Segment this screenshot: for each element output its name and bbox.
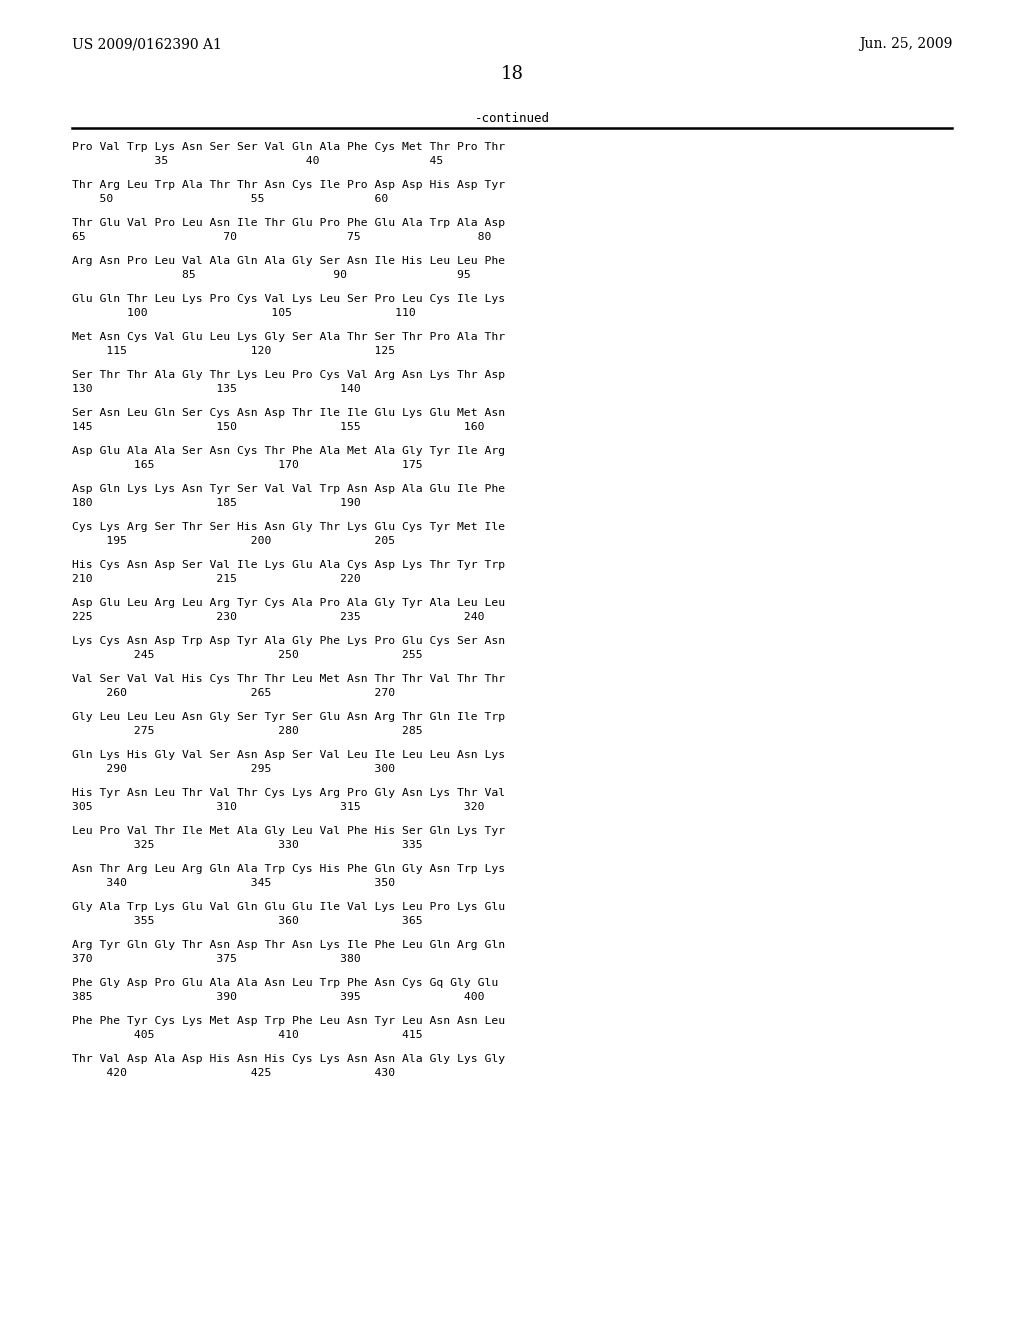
Text: 405                  410               415: 405 410 415 (72, 1030, 423, 1040)
Text: Jun. 25, 2009: Jun. 25, 2009 (859, 37, 952, 51)
Text: US 2009/0162390 A1: US 2009/0162390 A1 (72, 37, 222, 51)
Text: Asn Thr Arg Leu Arg Gln Ala Trp Cys His Phe Gln Gly Asn Trp Lys: Asn Thr Arg Leu Arg Gln Ala Trp Cys His … (72, 865, 505, 874)
Text: Arg Asn Pro Leu Val Ala Gln Ala Gly Ser Asn Ile His Leu Leu Phe: Arg Asn Pro Leu Val Ala Gln Ala Gly Ser … (72, 256, 505, 267)
Text: Asp Glu Leu Arg Leu Arg Tyr Cys Ala Pro Ala Gly Tyr Ala Leu Leu: Asp Glu Leu Arg Leu Arg Tyr Cys Ala Pro … (72, 598, 505, 609)
Text: 50                    55                60: 50 55 60 (72, 194, 388, 203)
Text: Arg Tyr Gln Gly Thr Asn Asp Thr Asn Lys Ile Phe Leu Gln Arg Gln: Arg Tyr Gln Gly Thr Asn Asp Thr Asn Lys … (72, 940, 505, 950)
Text: Leu Pro Val Thr Ile Met Ala Gly Leu Val Phe His Ser Gln Lys Tyr: Leu Pro Val Thr Ile Met Ala Gly Leu Val … (72, 826, 505, 836)
Text: 355                  360               365: 355 360 365 (72, 916, 423, 925)
Text: 370                  375               380: 370 375 380 (72, 953, 360, 964)
Text: 275                  280               285: 275 280 285 (72, 726, 423, 735)
Text: 145                  150               155               160: 145 150 155 160 (72, 421, 484, 432)
Text: 420                  425               430: 420 425 430 (72, 1068, 395, 1077)
Text: Ser Thr Thr Ala Gly Thr Lys Leu Pro Cys Val Arg Asn Lys Thr Asp: Ser Thr Thr Ala Gly Thr Lys Leu Pro Cys … (72, 370, 505, 380)
Text: 305                  310               315               320: 305 310 315 320 (72, 801, 484, 812)
Text: Thr Val Asp Ala Asp His Asn His Cys Lys Asn Asn Ala Gly Lys Gly: Thr Val Asp Ala Asp His Asn His Cys Lys … (72, 1053, 505, 1064)
Text: Glu Gln Thr Leu Lys Pro Cys Val Lys Leu Ser Pro Leu Cys Ile Lys: Glu Gln Thr Leu Lys Pro Cys Val Lys Leu … (72, 294, 505, 304)
Text: Thr Glu Val Pro Leu Asn Ile Thr Glu Pro Phe Glu Ala Trp Ala Asp: Thr Glu Val Pro Leu Asn Ile Thr Glu Pro … (72, 218, 505, 228)
Text: 18: 18 (501, 65, 523, 83)
Text: 65                    70                75                 80: 65 70 75 80 (72, 231, 492, 242)
Text: 100                  105               110: 100 105 110 (72, 308, 416, 318)
Text: 210                  215               220: 210 215 220 (72, 573, 360, 583)
Text: 290                  295               300: 290 295 300 (72, 763, 395, 774)
Text: 35                    40                45: 35 40 45 (72, 156, 443, 165)
Text: Gly Ala Trp Lys Glu Val Gln Glu Glu Ile Val Lys Leu Pro Lys Glu: Gly Ala Trp Lys Glu Val Gln Glu Glu Ile … (72, 902, 505, 912)
Text: Ser Asn Leu Gln Ser Cys Asn Asp Thr Ile Ile Glu Lys Glu Met Asn: Ser Asn Leu Gln Ser Cys Asn Asp Thr Ile … (72, 408, 505, 418)
Text: Phe Gly Asp Pro Glu Ala Ala Asn Leu Trp Phe Asn Cys Gq Gly Glu: Phe Gly Asp Pro Glu Ala Ala Asn Leu Trp … (72, 978, 499, 987)
Text: Lys Cys Asn Asp Trp Asp Tyr Ala Gly Phe Lys Pro Glu Cys Ser Asn: Lys Cys Asn Asp Trp Asp Tyr Ala Gly Phe … (72, 636, 505, 645)
Text: -continued: -continued (474, 112, 550, 125)
Text: 130                  135               140: 130 135 140 (72, 384, 360, 393)
Text: 385                  390               395               400: 385 390 395 400 (72, 991, 484, 1002)
Text: Gly Leu Leu Leu Asn Gly Ser Tyr Ser Glu Asn Arg Thr Gln Ile Trp: Gly Leu Leu Leu Asn Gly Ser Tyr Ser Glu … (72, 711, 505, 722)
Text: 260                  265               270: 260 265 270 (72, 688, 395, 697)
Text: Cys Lys Arg Ser Thr Ser His Asn Gly Thr Lys Glu Cys Tyr Met Ile: Cys Lys Arg Ser Thr Ser His Asn Gly Thr … (72, 521, 505, 532)
Text: Pro Val Trp Lys Asn Ser Ser Val Gln Ala Phe Cys Met Thr Pro Thr: Pro Val Trp Lys Asn Ser Ser Val Gln Ala … (72, 143, 505, 152)
Text: Asp Glu Ala Ala Ser Asn Cys Thr Phe Ala Met Ala Gly Tyr Ile Arg: Asp Glu Ala Ala Ser Asn Cys Thr Phe Ala … (72, 446, 505, 455)
Text: 225                  230               235               240: 225 230 235 240 (72, 611, 484, 622)
Text: Met Asn Cys Val Glu Leu Lys Gly Ser Ala Thr Ser Thr Pro Ala Thr: Met Asn Cys Val Glu Leu Lys Gly Ser Ala … (72, 333, 505, 342)
Text: 195                  200               205: 195 200 205 (72, 536, 395, 545)
Text: 85                    90                95: 85 90 95 (72, 269, 471, 280)
Text: Val Ser Val Val His Cys Thr Thr Leu Met Asn Thr Thr Val Thr Thr: Val Ser Val Val His Cys Thr Thr Leu Met … (72, 675, 505, 684)
Text: 325                  330               335: 325 330 335 (72, 840, 423, 850)
Text: Phe Phe Tyr Cys Lys Met Asp Trp Phe Leu Asn Tyr Leu Asn Asn Leu: Phe Phe Tyr Cys Lys Met Asp Trp Phe Leu … (72, 1016, 505, 1026)
Text: 340                  345               350: 340 345 350 (72, 878, 395, 887)
Text: Asp Gln Lys Lys Asn Tyr Ser Val Val Trp Asn Asp Ala Glu Ile Phe: Asp Gln Lys Lys Asn Tyr Ser Val Val Trp … (72, 484, 505, 494)
Text: 180                  185               190: 180 185 190 (72, 498, 360, 507)
Text: His Tyr Asn Leu Thr Val Thr Cys Lys Arg Pro Gly Asn Lys Thr Val: His Tyr Asn Leu Thr Val Thr Cys Lys Arg … (72, 788, 505, 799)
Text: Gln Lys His Gly Val Ser Asn Asp Ser Val Leu Ile Leu Leu Asn Lys: Gln Lys His Gly Val Ser Asn Asp Ser Val … (72, 750, 505, 760)
Text: 115                  120               125: 115 120 125 (72, 346, 395, 355)
Text: Thr Arg Leu Trp Ala Thr Thr Asn Cys Ile Pro Asp Asp His Asp Tyr: Thr Arg Leu Trp Ala Thr Thr Asn Cys Ile … (72, 180, 505, 190)
Text: His Cys Asn Asp Ser Val Ile Lys Glu Ala Cys Asp Lys Thr Tyr Trp: His Cys Asn Asp Ser Val Ile Lys Glu Ala … (72, 560, 505, 570)
Text: 165                  170               175: 165 170 175 (72, 459, 423, 470)
Text: 245                  250               255: 245 250 255 (72, 649, 423, 660)
